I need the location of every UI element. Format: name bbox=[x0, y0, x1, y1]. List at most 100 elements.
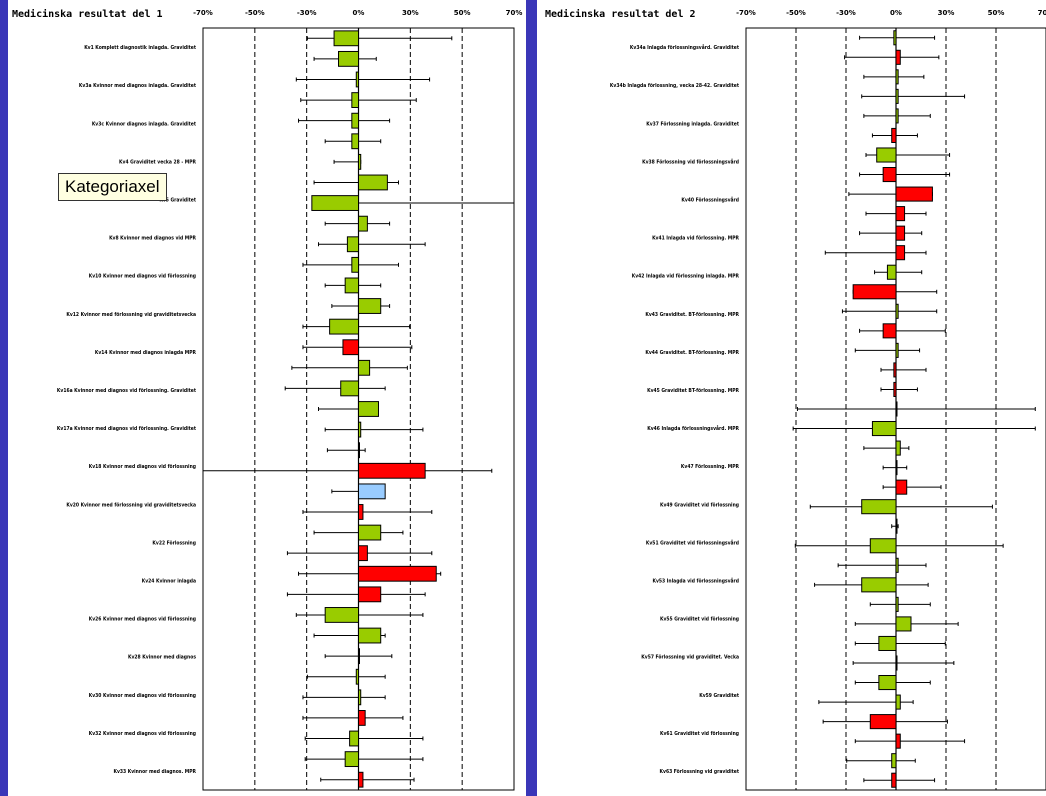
bar bbox=[895, 401, 898, 417]
category-label: Kv16a Kvinnor med diagnos vid förlossnin… bbox=[57, 388, 197, 394]
category-label: Kv20 Kvinnor med förlossning vid gravidi… bbox=[66, 502, 196, 508]
bar bbox=[358, 504, 364, 520]
category-label: Kv4 Graviditet vecka 28 - MPR bbox=[119, 159, 196, 165]
x-tick-label: 70% bbox=[1038, 9, 1046, 17]
bar bbox=[895, 186, 933, 202]
category-label: Kv33 Kvinnor med diagnos. MPR bbox=[113, 769, 196, 775]
category-label: Kv41 Inlagda vid förlossning. MPR bbox=[652, 236, 739, 242]
chart-title: Medicinska resultat del 1 bbox=[12, 8, 163, 20]
category-label: Kv37 Förlossning inlagda. Graviditet bbox=[646, 121, 740, 127]
bar bbox=[329, 318, 359, 335]
category-label: Kv61 Graviditet vid förlossning bbox=[660, 731, 739, 737]
category-label: Kv47 Förlossning. MPR bbox=[681, 464, 740, 470]
category-label: Kv14 Kvinnor med diagnos inlagda MPR bbox=[95, 350, 197, 356]
bar bbox=[895, 596, 899, 612]
bar bbox=[358, 359, 371, 376]
bar bbox=[895, 69, 899, 85]
chart-title: Medicinska resultat del 2 bbox=[545, 8, 696, 20]
bar bbox=[324, 607, 359, 623]
x-tick-label: 30% bbox=[938, 9, 955, 17]
bar bbox=[861, 499, 897, 515]
bar bbox=[358, 545, 368, 562]
category-label: Kv10 Kvinnor med diagnos vid förlossning bbox=[89, 274, 196, 280]
bar bbox=[358, 689, 362, 706]
bar bbox=[895, 108, 899, 124]
category-label: Kv28 Kvinnor med diagnos bbox=[128, 655, 196, 661]
bar bbox=[358, 648, 360, 665]
category-label: Kv59 Graviditet bbox=[699, 693, 740, 699]
category-label: Kv55 Graviditet vid förlossning bbox=[660, 617, 739, 623]
bar bbox=[351, 133, 360, 150]
bar bbox=[895, 245, 906, 261]
x-tick-label: 70% bbox=[506, 9, 523, 17]
category-axis-tooltip: Kategoriaxel bbox=[58, 173, 167, 201]
bar bbox=[895, 557, 899, 573]
bar bbox=[869, 538, 897, 554]
x-tick-label: -30% bbox=[836, 9, 856, 17]
bar bbox=[895, 655, 898, 671]
chart-2-svg: Medicinska resultat del 2 -70% -50% -30% 0% 3… bbox=[545, 8, 1046, 791]
bar bbox=[895, 479, 908, 495]
bar bbox=[895, 733, 901, 749]
bar bbox=[346, 236, 359, 253]
category-label: Kv40 Förlossningsvård bbox=[681, 196, 739, 203]
bar bbox=[895, 460, 898, 476]
category-label: Kv51 Graviditet vid förlossningsvård bbox=[646, 539, 739, 546]
bar bbox=[351, 256, 360, 273]
bar bbox=[895, 342, 899, 358]
category-label: Kv42 Inlagda vid förlossning inlagda. MP… bbox=[632, 274, 740, 280]
bar bbox=[338, 50, 359, 67]
bar bbox=[358, 586, 382, 603]
bar bbox=[358, 771, 364, 788]
x-tick-label: -70% bbox=[193, 9, 213, 17]
bar bbox=[895, 88, 899, 104]
bar bbox=[358, 483, 386, 500]
bar bbox=[852, 284, 897, 300]
bar bbox=[355, 71, 359, 88]
category-label: Kv8 Kvinnor med diagnos vid MPR bbox=[109, 236, 196, 242]
category-label: Kv57 Förlossning vid graviditet. Vecka bbox=[641, 655, 739, 661]
bar bbox=[893, 362, 897, 378]
category-label: Kv5 Graviditet bbox=[159, 197, 196, 203]
category-label: Kv18 Kvinnor med diagnos vid förlossning bbox=[89, 464, 196, 470]
bar bbox=[340, 380, 360, 397]
bar bbox=[893, 381, 897, 397]
bar bbox=[871, 421, 897, 437]
bar bbox=[895, 518, 898, 534]
category-label: Kv12 Kvinnor med förlossning vid gravidi… bbox=[66, 312, 196, 318]
bar bbox=[358, 215, 368, 232]
category-label: Kv45 Graviditet BT-förlossning. MPR bbox=[647, 388, 739, 394]
bar bbox=[895, 225, 906, 241]
x-tick-label: 50% bbox=[988, 9, 1005, 17]
bar bbox=[311, 195, 360, 211]
category-label: Kv53 Inlagda vid förlossningsvård bbox=[653, 577, 740, 584]
bar bbox=[895, 616, 912, 632]
category-label: Kv43 Graviditet. BT-förlossning. MPR bbox=[645, 312, 739, 318]
category-label: Kv30 Kvinnor med diagnos vid förlossning bbox=[89, 693, 196, 699]
bar bbox=[869, 714, 897, 730]
bar bbox=[891, 753, 897, 769]
bar bbox=[895, 440, 901, 456]
category-label: Kv63 Förlossning vid graviditet bbox=[660, 769, 740, 775]
category-label: Kv32 Kvinnor med diagnos vid förlossning bbox=[89, 731, 196, 737]
bar bbox=[358, 565, 437, 582]
bar bbox=[351, 92, 360, 108]
bar bbox=[882, 167, 897, 183]
bar bbox=[358, 153, 362, 170]
category-label: Kv44 Graviditet. BT-förlossning. MPR bbox=[645, 350, 739, 356]
x-tick-label: -70% bbox=[736, 9, 756, 17]
bar bbox=[878, 635, 897, 651]
bar bbox=[358, 462, 426, 479]
category-label: Kv34b Inlagda förlossning, vecka 28-42. … bbox=[610, 83, 740, 89]
x-tick-label: -30% bbox=[297, 9, 317, 17]
bar bbox=[358, 627, 382, 644]
bar bbox=[358, 174, 388, 191]
bar bbox=[344, 751, 359, 768]
bar bbox=[891, 772, 897, 788]
bar bbox=[355, 668, 359, 685]
bar bbox=[886, 264, 897, 280]
bar bbox=[878, 675, 897, 691]
x-tick-label: 50% bbox=[454, 9, 471, 17]
bar bbox=[891, 127, 897, 143]
x-tick-label: 0% bbox=[890, 9, 902, 17]
